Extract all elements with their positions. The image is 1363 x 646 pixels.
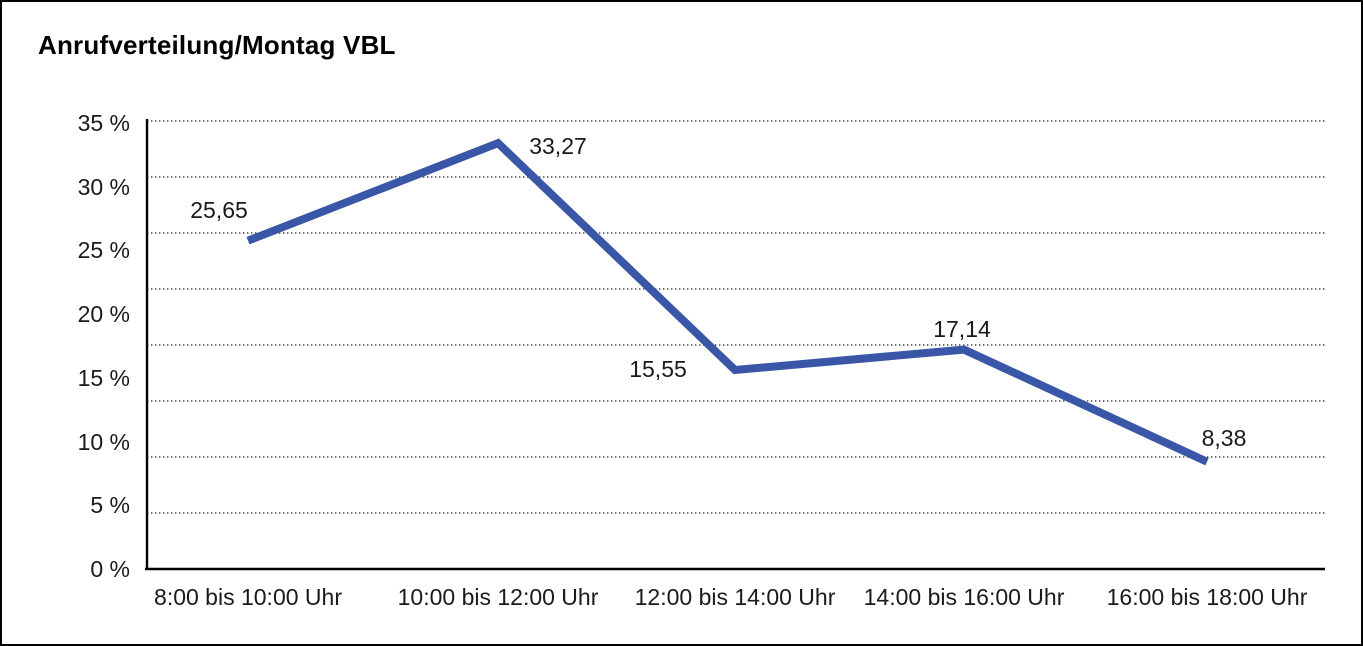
x-axis-label: 14:00 bis 16:00 Uhr [863,584,1065,610]
data-label: 33,27 [529,133,587,160]
x-axis-label: 12:00 bis 14:00 Uhr [634,584,836,610]
x-axis-label: 8:00 bis 10:00 Uhr [154,584,342,610]
x-axis-label: 10:00 bis 12:00 Uhr [397,584,599,610]
y-axis-label: 35 % [77,110,130,136]
y-axis-label: 5 % [90,492,130,519]
data-label: 15,55 [629,355,687,382]
data-label: 25,65 [190,196,248,223]
x-axis-label: 16:00 bis 18:00 Uhr [1106,584,1308,610]
y-axis-label: 30 % [77,173,130,200]
y-axis-label: 0 % [90,556,130,582]
y-axis-label: 10 % [77,428,130,455]
chart-title: Anrufverteilung/Montag VBL [38,30,396,60]
y-axis-label: 20 % [77,301,130,328]
data-label: 17,14 [933,315,991,342]
data-label: 8,38 [1201,424,1247,451]
y-axis-label: 15 % [77,364,130,391]
series-line [246,138,1209,466]
y-axis-label: 25 % [77,237,130,264]
